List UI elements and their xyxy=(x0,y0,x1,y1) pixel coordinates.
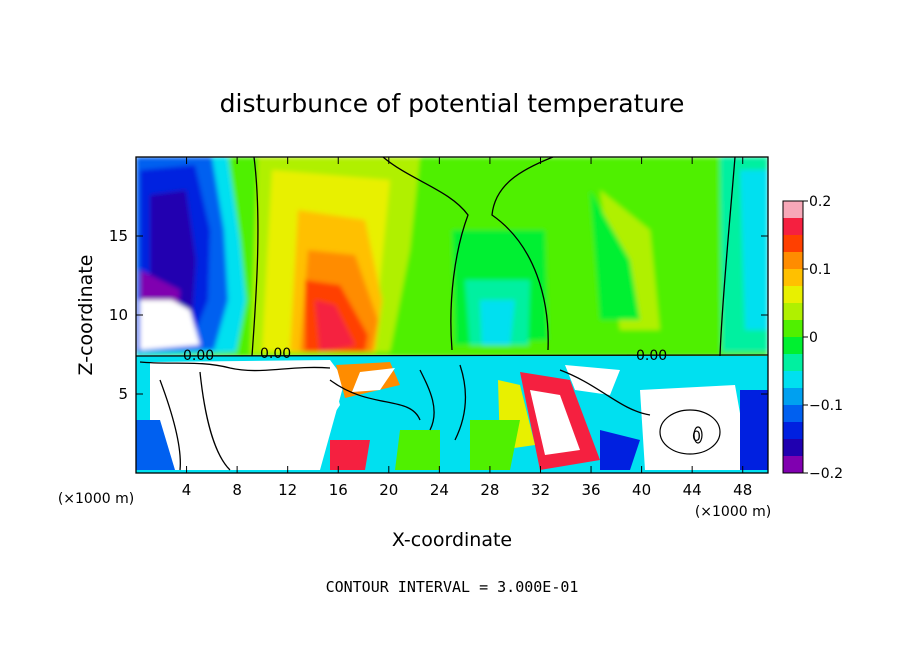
colorbar-swatch xyxy=(783,201,803,219)
x-tick-label: 4 xyxy=(182,481,192,499)
colorbar-swatch xyxy=(783,235,803,253)
colorbar-tick-label: −0.1 xyxy=(809,398,843,414)
colorbar-swatch xyxy=(783,405,803,423)
colorbar-swatch xyxy=(783,303,803,321)
colorbar-swatch xyxy=(783,286,803,304)
x-unit-right: (×1000 m) xyxy=(695,504,771,520)
y-tick-label: 15 xyxy=(109,227,128,245)
colorbar-tick-label: 0.2 xyxy=(809,194,831,210)
contour-interval-note: CONTOUR INTERVAL = 3.000E-01 xyxy=(326,578,579,596)
x-tick-label: 36 xyxy=(581,481,600,499)
lower-field xyxy=(136,356,768,473)
x-tick-label: 32 xyxy=(531,481,550,499)
upper-field xyxy=(136,157,768,357)
colorbar-swatch xyxy=(783,371,803,389)
x-tick-label: 20 xyxy=(379,481,398,499)
colorbar-swatch xyxy=(783,439,803,457)
colorbar-swatch xyxy=(783,320,803,338)
colorbar-swatch xyxy=(783,218,803,236)
x-tick-label: 12 xyxy=(278,481,297,499)
plot-area: 0.00 0.00 0.00 0 xyxy=(136,157,768,473)
colorbar-swatch xyxy=(783,388,803,406)
x-axis-label: X-coordinate xyxy=(392,529,512,551)
y-axis-ticks: 5 10 15 xyxy=(109,227,768,403)
x-tick-label: 24 xyxy=(430,481,449,499)
x-tick-label: 8 xyxy=(232,481,242,499)
colorbar-tick-label: 0.1 xyxy=(809,262,831,278)
colorbar-tick-labels: 0.2 0.1 0 −0.1 −0.2 xyxy=(803,194,843,482)
colorbar-swatch xyxy=(783,252,803,270)
contour-label: 0.00 xyxy=(636,348,667,364)
contour-lines xyxy=(136,157,768,471)
contour-labels: 0.00 0.00 0.00 0 xyxy=(183,346,701,445)
x-unit-left: (×1000 m) xyxy=(58,491,134,507)
colorbar-tick-label: 0 xyxy=(809,330,818,346)
x-axis-ticks: 4 8 12 16 20 24 28 32 36 40 44 48 xyxy=(182,157,752,499)
x-tick-label: 16 xyxy=(329,481,348,499)
x-tick-label: 48 xyxy=(733,481,752,499)
colorbar-swatch xyxy=(783,354,803,372)
x-tick-label: 28 xyxy=(480,481,499,499)
colorbar-swatch xyxy=(783,456,803,474)
x-tick-label: 40 xyxy=(632,481,651,499)
y-axis-label: Z-coordinate xyxy=(75,255,97,376)
colorbar xyxy=(782,200,804,474)
y-tick-label: 5 xyxy=(118,385,128,403)
colorbar-swatch xyxy=(783,269,803,287)
colorbar-tick-label: −0.2 xyxy=(809,466,843,482)
contour-label: 0 xyxy=(692,429,701,445)
x-tick-label: 44 xyxy=(683,481,702,499)
y-tick-label: 10 xyxy=(109,306,128,324)
chart-title: disturbunce of potential temperature xyxy=(220,89,685,118)
contour-label: 0.00 xyxy=(183,348,214,364)
colorbar-swatch xyxy=(783,422,803,440)
contour-label: 0.00 xyxy=(260,346,291,362)
colorbar-swatch xyxy=(783,337,803,355)
